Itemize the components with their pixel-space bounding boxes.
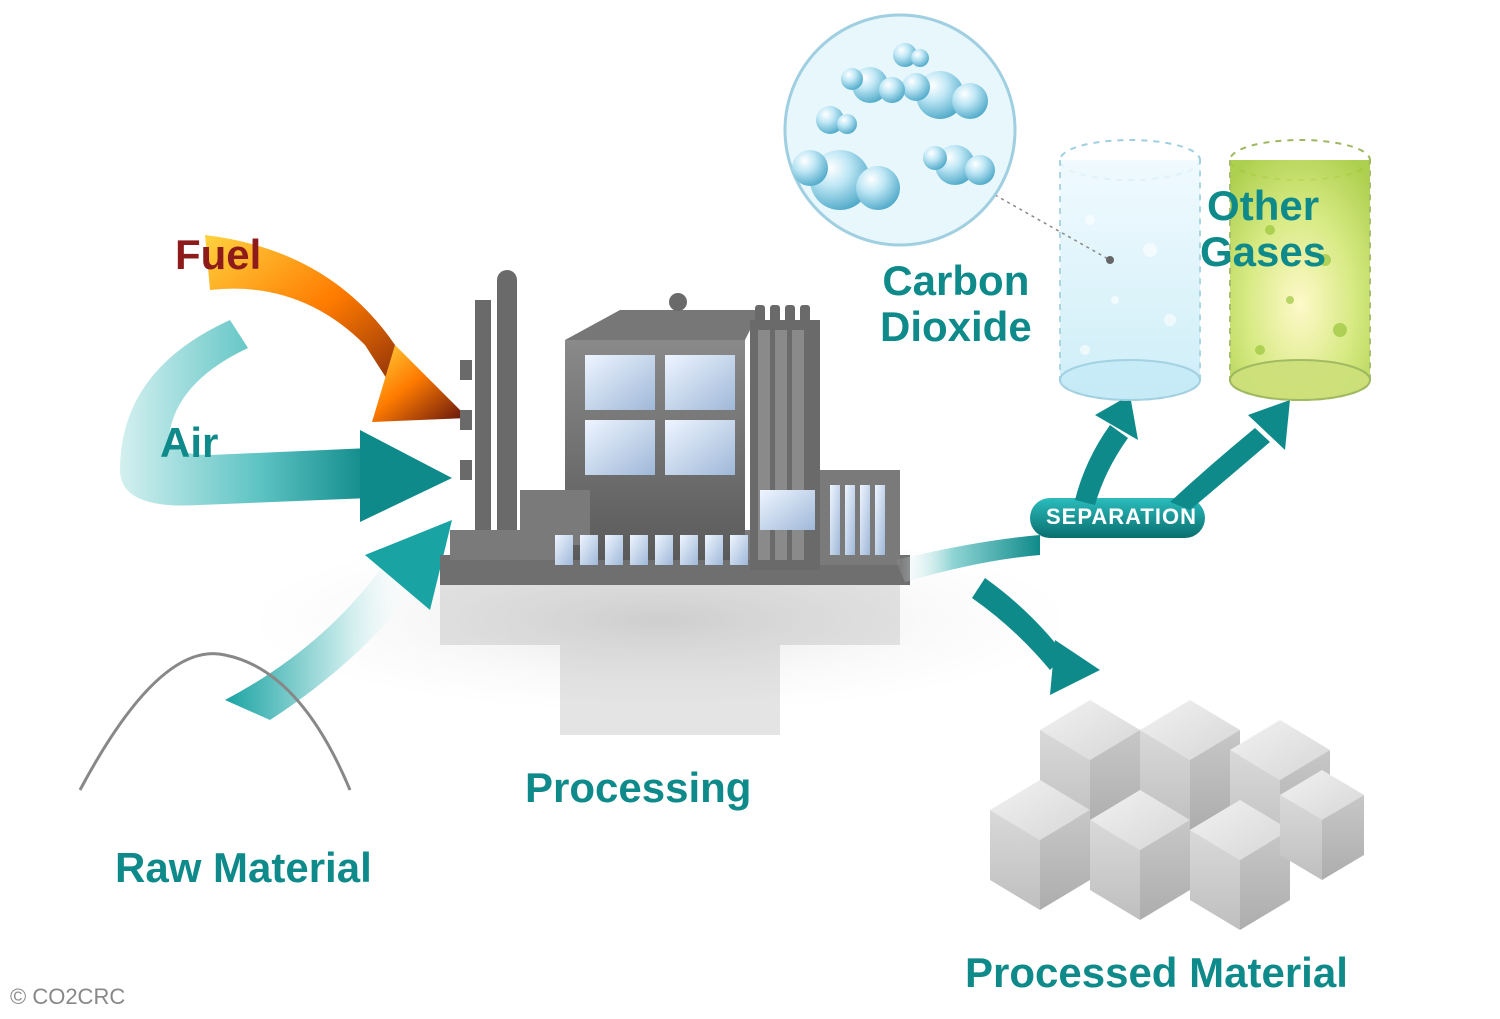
separation-label: SEPARATION bbox=[1046, 505, 1197, 529]
processed-cubes bbox=[990, 700, 1364, 930]
air-label: Air bbox=[160, 420, 218, 466]
other-gases-label: Other Gases bbox=[1200, 183, 1326, 275]
co2-cylinder bbox=[1060, 140, 1200, 400]
copyright-label: © CO2CRC bbox=[10, 985, 125, 1009]
processing-label: Processing bbox=[525, 765, 751, 811]
arrow-to-co2 bbox=[1075, 395, 1138, 505]
raw-material-label: Raw Material bbox=[115, 845, 372, 891]
arrow-to-other bbox=[1170, 400, 1290, 510]
co2-label: Carbon Dioxide bbox=[880, 258, 1032, 350]
processed-material-label: Processed Material bbox=[965, 950, 1348, 996]
fuel-label: Fuel bbox=[175, 232, 261, 278]
